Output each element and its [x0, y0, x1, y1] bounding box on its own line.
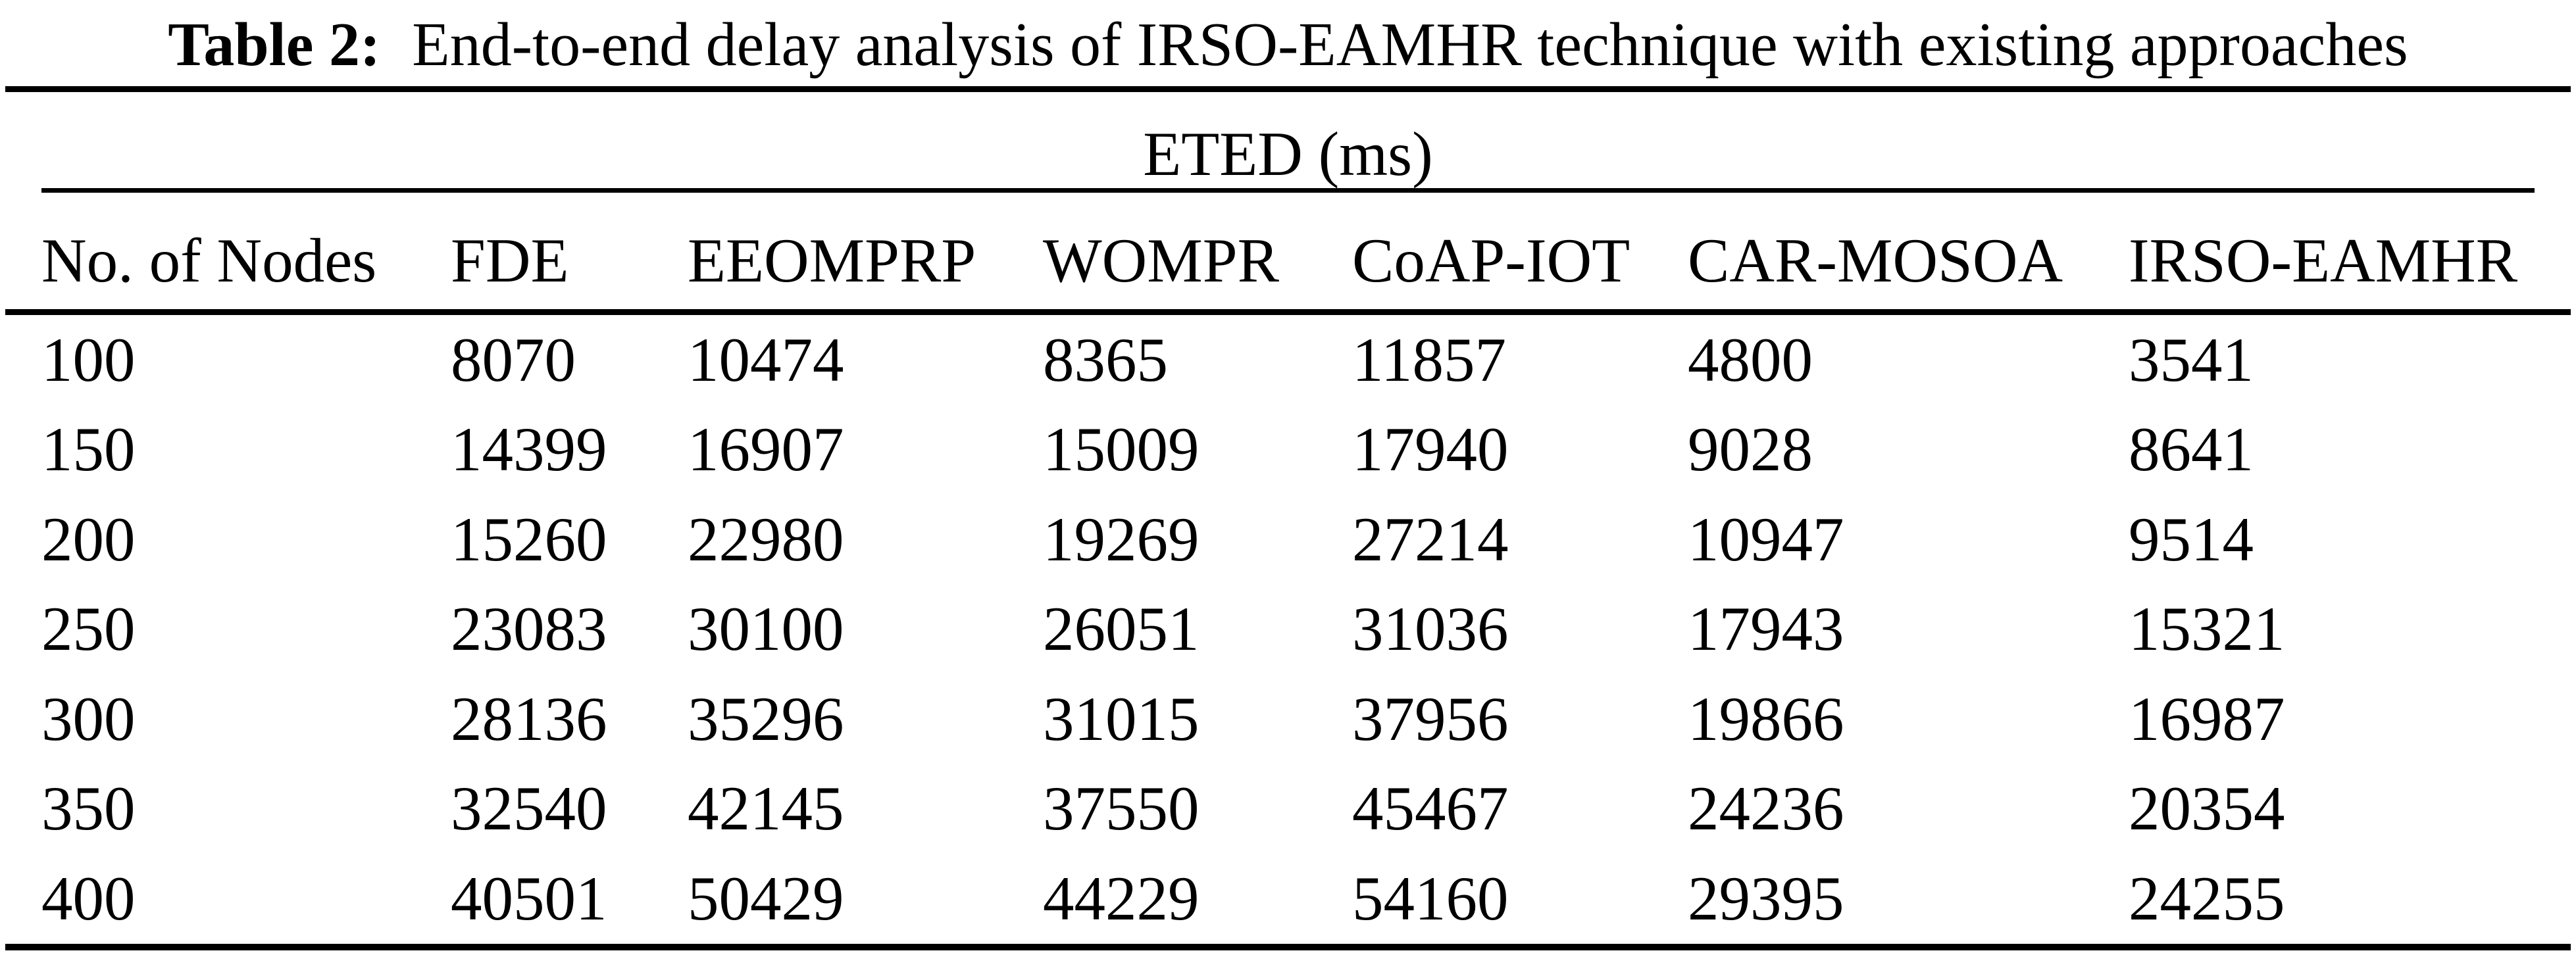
column-header-fde: FDE: [451, 226, 569, 295]
table-cell: 150: [41, 414, 136, 485]
column-header-coap-iot: CoAP-IOT: [1352, 226, 1630, 295]
table-cell: 8641: [2129, 414, 2254, 485]
table-cell: 100: [41, 324, 136, 395]
table-cell: 19269: [1043, 504, 1200, 574]
table-cell: 40501: [451, 863, 607, 933]
table-cell: 9028: [1688, 414, 1813, 485]
table-cell: 400: [41, 863, 136, 933]
table-cell: 22980: [688, 504, 844, 574]
table-cell: 37956: [1352, 683, 1509, 754]
table-cell: 300: [41, 683, 136, 754]
column-header-row: No. of Nodes FDE EEOMPRP WOMPR CoAP-IOT …: [0, 193, 2576, 309]
table-cell: 23083: [451, 594, 607, 664]
table-caption: Table 2: End-to-end delay analysis of IR…: [0, 0, 2576, 86]
table-cell: 24236: [1688, 773, 1844, 844]
table-cell: 37550: [1043, 773, 1200, 844]
column-header-eeomprp: EEOMPRP: [688, 226, 976, 295]
table-cell: 44229: [1043, 863, 1200, 933]
table-cell: 16987: [2129, 683, 2285, 754]
table-cell: 17940: [1352, 414, 1509, 485]
table-row: 150 14399 16907 15009 17940 9028 8641: [0, 405, 2576, 495]
table-cell: 14399: [451, 414, 607, 485]
table-row: 250 23083 30100 26051 31036 17943 15321: [0, 585, 2576, 675]
table-row: 400 40501 50429 44229 54160 29395 24255: [0, 854, 2576, 944]
caption-text: End-to-end delay analysis of IRSO-EAMHR …: [412, 10, 2408, 79]
table-cell: 16907: [688, 414, 844, 485]
rule-under-headers: [5, 309, 2571, 315]
column-header-car-mosoa: CAR-MOSOA: [1688, 226, 2063, 295]
table-cell: 42145: [688, 773, 844, 844]
table-cell: 45467: [1352, 773, 1509, 844]
caption-label: Table 2:: [168, 10, 381, 79]
table-cell: 32540: [451, 773, 607, 844]
rule-under-group-header: [41, 188, 2535, 193]
table-cell: 3541: [2129, 324, 2254, 395]
table-cell: 31036: [1352, 594, 1509, 664]
table-cell: 10474: [688, 324, 844, 395]
table-cell: 15009: [1043, 414, 1200, 485]
table-cell: 15260: [451, 504, 607, 574]
table-cell: 10947: [1688, 504, 1844, 574]
table-cell: 4800: [1688, 324, 1813, 395]
rule-bottom: [5, 943, 2571, 950]
table-row: 300 28136 35296 31015 37956 19866 16987: [0, 674, 2576, 764]
table-cell: 19866: [1688, 683, 1844, 754]
table-cell: 350: [41, 773, 136, 844]
rule-under-title: [5, 86, 2571, 92]
table-cell: 35296: [688, 683, 844, 754]
table-row: 100 8070 10474 8365 11857 4800 3541: [0, 315, 2576, 405]
table-cell: 250: [41, 594, 136, 664]
table-cell: 30100: [688, 594, 844, 664]
table-cell: 11857: [1352, 324, 1506, 395]
table-cell: 8070: [451, 324, 576, 395]
table-row: 200 15260 22980 19269 27214 10947 9514: [0, 495, 2576, 585]
table-cell: 24255: [2129, 863, 2285, 933]
table-cell: 26051: [1043, 594, 1200, 664]
column-header-nodes: No. of Nodes: [41, 226, 377, 295]
table-cell: 54160: [1352, 863, 1509, 933]
table-cell: 27214: [1352, 504, 1509, 574]
table-cell: 29395: [1688, 863, 1844, 933]
table-cell: 50429: [688, 863, 844, 933]
table-cell: 20354: [2129, 773, 2285, 844]
table-cell: 8365: [1043, 324, 1168, 395]
table-cell: 15321: [2129, 594, 2285, 664]
table-row: 350 32540 42145 37550 45467 24236 20354: [0, 764, 2576, 854]
table-cell: 28136: [451, 683, 607, 754]
table-cell: 9514: [2129, 504, 2254, 574]
table-cell: 17943: [1688, 594, 1844, 664]
table-cell: 200: [41, 504, 136, 574]
column-header-irso-eamhr: IRSO-EAMHR: [2129, 226, 2518, 295]
group-header-label: ETED (ms): [1143, 119, 1433, 189]
group-header-row: ETED (ms): [0, 92, 2576, 188]
table-body: 100 8070 10474 8365 11857 4800 3541 150 14399 169…: [0, 315, 2576, 944]
table-cell: 31015: [1043, 683, 1200, 754]
column-header-wompr: WOMPR: [1043, 226, 1279, 295]
